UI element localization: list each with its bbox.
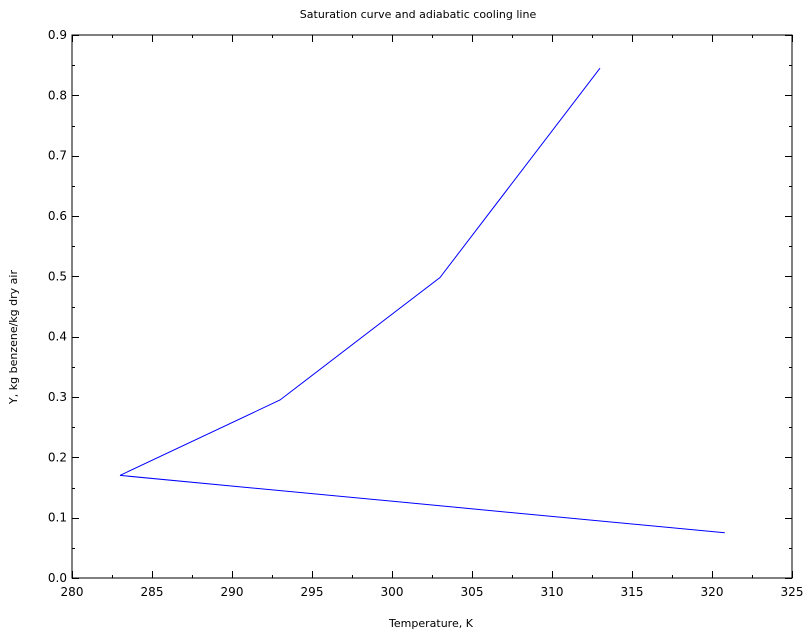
x-tick-label: 285 xyxy=(141,585,164,599)
y-tick-label: 0.5 xyxy=(48,269,67,283)
y-tick-label: 0.1 xyxy=(48,511,67,525)
x-axis-label: Temperature, K xyxy=(388,617,474,630)
x-tick-label: 320 xyxy=(701,585,724,599)
x-tick-label: 315 xyxy=(621,585,644,599)
x-tick-label: 305 xyxy=(461,585,484,599)
x-tick-label: 280 xyxy=(61,585,84,599)
y-tick-label: 0.2 xyxy=(48,450,67,464)
y-tick-label: 0.9 xyxy=(48,28,67,42)
x-tick-label: 295 xyxy=(301,585,324,599)
y-tick-label: 0.0 xyxy=(48,571,67,585)
x-tick-label: 290 xyxy=(221,585,244,599)
x-tick-label: 300 xyxy=(381,585,404,599)
y-tick-label: 0.8 xyxy=(48,88,67,102)
adiabatic-cooling-line xyxy=(119,474,725,534)
y-tick-label: 0.7 xyxy=(48,149,67,163)
x-tick-label: 310 xyxy=(541,585,564,599)
plot-area: 280 285 290 295 300 305 310 315 320 325 0.0 0.1 0.2 0… xyxy=(48,28,804,599)
x-tick-label: 325 xyxy=(781,585,804,599)
y-tick-label: 0.3 xyxy=(48,390,67,404)
y-axis-label: Y, kg benzene/kg dry air xyxy=(7,270,20,405)
y-tick-label: 0.6 xyxy=(48,209,67,223)
saturation-curve xyxy=(119,67,601,476)
chart-title: Saturation curve and adiabatic cooling l… xyxy=(300,8,537,21)
y-tick-label: 0.4 xyxy=(48,330,67,344)
